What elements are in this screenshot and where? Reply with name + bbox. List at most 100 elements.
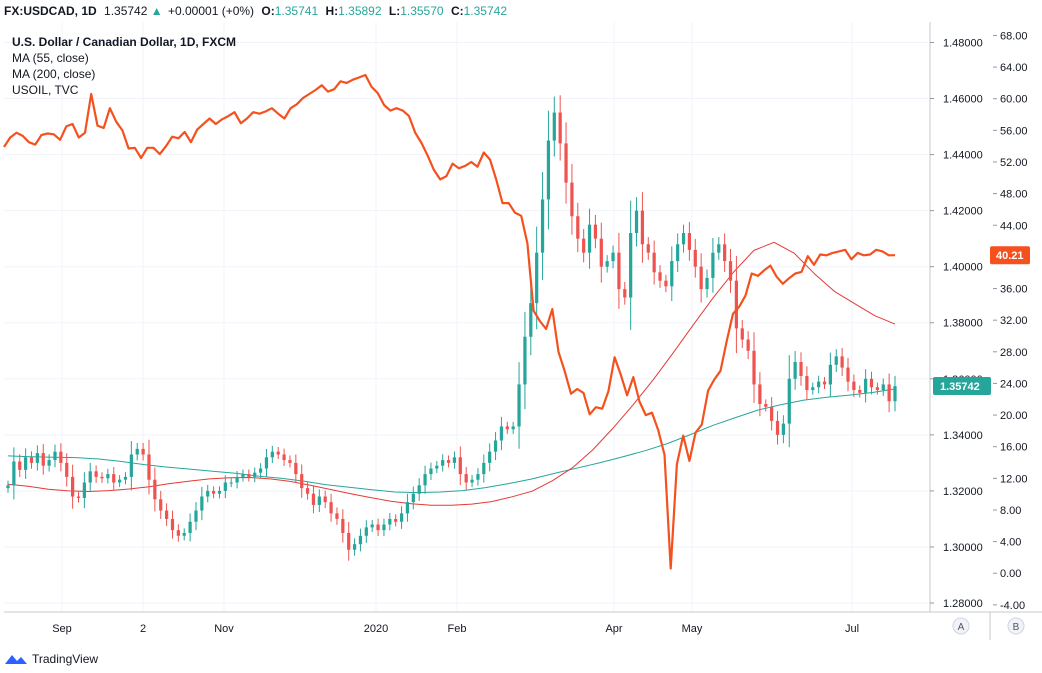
candle-body (623, 289, 627, 298)
oil-tick-label: 0.00 (1000, 568, 1021, 580)
candle-body (711, 252, 715, 278)
candle-body (159, 499, 163, 511)
candle-body (511, 426, 515, 430)
price-tick-label: 1.32000 (943, 486, 983, 498)
legend-usoil[interactable]: USOIL, TVC (12, 83, 79, 97)
ma55-line (7, 241, 896, 506)
candle-body (71, 476, 75, 497)
oil-tick-label: 8.00 (1000, 505, 1021, 517)
candle-body (605, 261, 609, 267)
candle-body (323, 496, 327, 503)
tradingview-branding[interactable]: TradingView (4, 648, 98, 670)
time-tick-label: 2020 (364, 623, 388, 635)
scale-button-b[interactable] (1007, 617, 1025, 635)
candle-body (141, 448, 145, 455)
candle-body (223, 482, 227, 491)
candle-body (799, 361, 803, 376)
candle-body (18, 461, 22, 470)
oil-tick-label: 68.00 (1000, 30, 1028, 42)
candle-body (247, 474, 251, 477)
candle-body (540, 199, 545, 253)
time-tick-label: Apr (605, 623, 622, 635)
candle-body (170, 518, 175, 531)
price-tick-label: 1.28000 (943, 598, 983, 610)
scale-button-a[interactable] (952, 617, 970, 635)
candle-body (341, 518, 345, 533)
candle-body (781, 423, 786, 435)
time-tick-label: 2 (140, 623, 146, 635)
candle-body (53, 451, 57, 461)
oil-tick-label: 60.00 (1000, 94, 1028, 106)
oil-tick-label: -4.00 (1000, 600, 1025, 612)
candle-body (488, 451, 492, 463)
candle-body (552, 112, 556, 141)
candle-body (458, 457, 462, 475)
candle-body (335, 513, 339, 519)
price-axis[interactable]: 1.48000 1.46000 1.44000 1.42000 1.40000 1.380… (930, 30, 1028, 612)
candle-body (270, 451, 274, 458)
candle-body (188, 521, 192, 533)
legend-title[interactable]: U.S. Dollar / Canadian Dollar, 1D, FXCM (12, 35, 237, 49)
low-value: 1.35570 (400, 4, 444, 18)
candle-body (147, 454, 151, 480)
candle-body (817, 381, 821, 388)
oil-tick-label: 4.00 (1000, 537, 1021, 549)
candle-body (676, 244, 680, 262)
candle-body (840, 356, 844, 368)
time-tick-label: Jul (845, 623, 859, 635)
chart-area[interactable]: 1.48000 1.46000 1.44000 1.42000 1.40000 1.380… (0, 22, 1042, 642)
candle-body (258, 468, 263, 473)
candle-body (370, 524, 374, 528)
candle-body (558, 112, 562, 144)
candle-body (264, 457, 269, 469)
legend-ma200[interactable]: MA (200, close) (12, 67, 96, 81)
candle-body (329, 502, 333, 514)
candle-body (646, 244, 650, 253)
candle-body (570, 182, 574, 217)
candle-body (311, 493, 316, 505)
candle-body (211, 490, 216, 494)
up-arrow-icon: ▲ (150, 4, 163, 18)
usoil-series (3, 73, 896, 570)
candle-body (129, 454, 133, 477)
legend-ma55[interactable]: MA (55, close) (12, 51, 89, 65)
candle-body (764, 404, 768, 407)
candle-body (752, 350, 756, 385)
time-tick-label: Feb (448, 623, 467, 635)
candle-body (746, 339, 750, 351)
price-tick-label: 1.38000 (943, 318, 983, 330)
scale-button-label: A (958, 622, 965, 633)
candle-body (112, 474, 116, 483)
candle-body (505, 426, 509, 430)
candle-body (587, 224, 592, 253)
time-axis[interactable]: Sep 2 Nov 2020 Feb Apr May Jul (52, 623, 859, 635)
candle-body (640, 210, 645, 245)
candle-body (35, 453, 39, 463)
candle-body (634, 210, 639, 234)
candle-body (787, 378, 791, 424)
candle-body (123, 476, 128, 480)
candle-body (464, 474, 468, 483)
candle-body (6, 485, 10, 489)
candle-body (294, 462, 298, 475)
candle-body (869, 378, 874, 388)
price-last-badge (933, 377, 991, 396)
candle-body (734, 280, 739, 329)
candle-body (12, 461, 16, 486)
candle-body (182, 532, 186, 536)
oil-tick-label: 16.00 (1000, 442, 1028, 454)
candle-body (864, 378, 868, 393)
candle-body (352, 544, 357, 550)
symbol-name[interactable]: FX:USDCAD, 1D (4, 4, 97, 18)
candle-body (364, 527, 368, 536)
candle-body (217, 490, 222, 494)
high-label: H: (325, 4, 339, 18)
candle-body (305, 488, 310, 494)
candle-body (423, 474, 427, 486)
oil-tick-label: 64.00 (1000, 62, 1028, 74)
price-tick-label: 1.44000 (943, 150, 983, 162)
candle-body (699, 266, 703, 290)
candle-body (41, 453, 45, 466)
candle-body (253, 472, 257, 477)
candle-body (593, 224, 598, 239)
